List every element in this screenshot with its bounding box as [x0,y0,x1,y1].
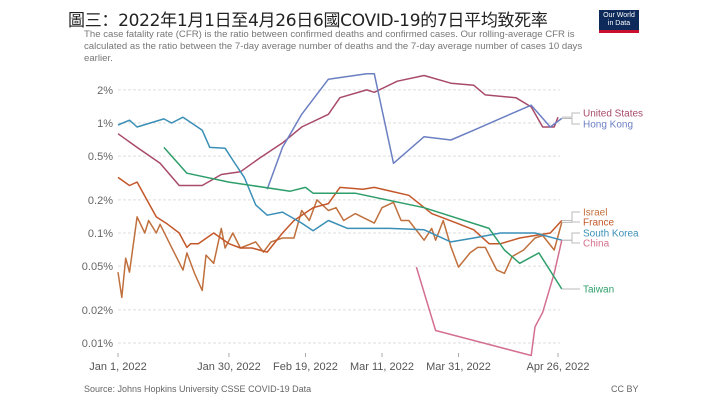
label-connector [562,117,580,125]
x-tick-label: Mar 31, 2022 [426,361,491,373]
y-tick-label: 1% [97,118,113,130]
label-connector [562,112,580,118]
chart-subtitle: The case fatality rate (CFR) is the rati… [84,29,583,64]
y-tick-label: 0.5% [88,151,113,163]
x-tick-label: Apr 26, 2022 [527,361,590,373]
y-tick-label: 0.2% [88,195,113,207]
series-line-israel [117,199,563,299]
x-tick-label: Jan 30, 2022 [197,361,261,373]
y-tick-label: 0.01% [82,338,113,350]
x-tick-label: Feb 19, 2022 [273,361,338,373]
series-line-france [117,176,563,253]
y-tick-label: 0.1% [88,228,113,240]
series-label-united-states: United States [583,109,643,120]
chart-title: 圖三：2022年1月1日至4月26日6國COVID-19的7日平均致死率 [68,11,548,31]
y-tick-label: 2% [97,85,113,97]
y-tick-label: 0.05% [82,261,113,273]
x-tick-label: Mar 11, 2022 [350,361,414,373]
label-connector [562,239,580,244]
label-connector [562,211,580,223]
label-connector [562,232,580,241]
y-tick-label: 0.02% [82,305,113,317]
owid-logo[interactable]: Our World in Data [599,10,639,33]
x-tick-label: Jan 1, 2022 [89,361,147,373]
series-label-taiwan: Taiwan [583,285,614,296]
source-note[interactable]: Source: Johns Hopkins University CSSE CO… [84,384,312,394]
series-label-china: China [583,239,610,250]
series-label-south-korea: South Korea [583,229,639,240]
series-line-hong-kong [266,73,563,190]
series-label-israel: Israel [583,208,607,219]
series-line-taiwan [163,146,563,290]
series-line-united-states [117,74,559,187]
series-label-france: France [583,218,615,229]
license-label[interactable]: CC BY [611,384,639,394]
label-connector [562,219,580,223]
series-line-china [415,240,563,357]
series-line-south-korea [117,116,562,243]
series-label-hong-kong: Hong Kong [583,120,633,131]
